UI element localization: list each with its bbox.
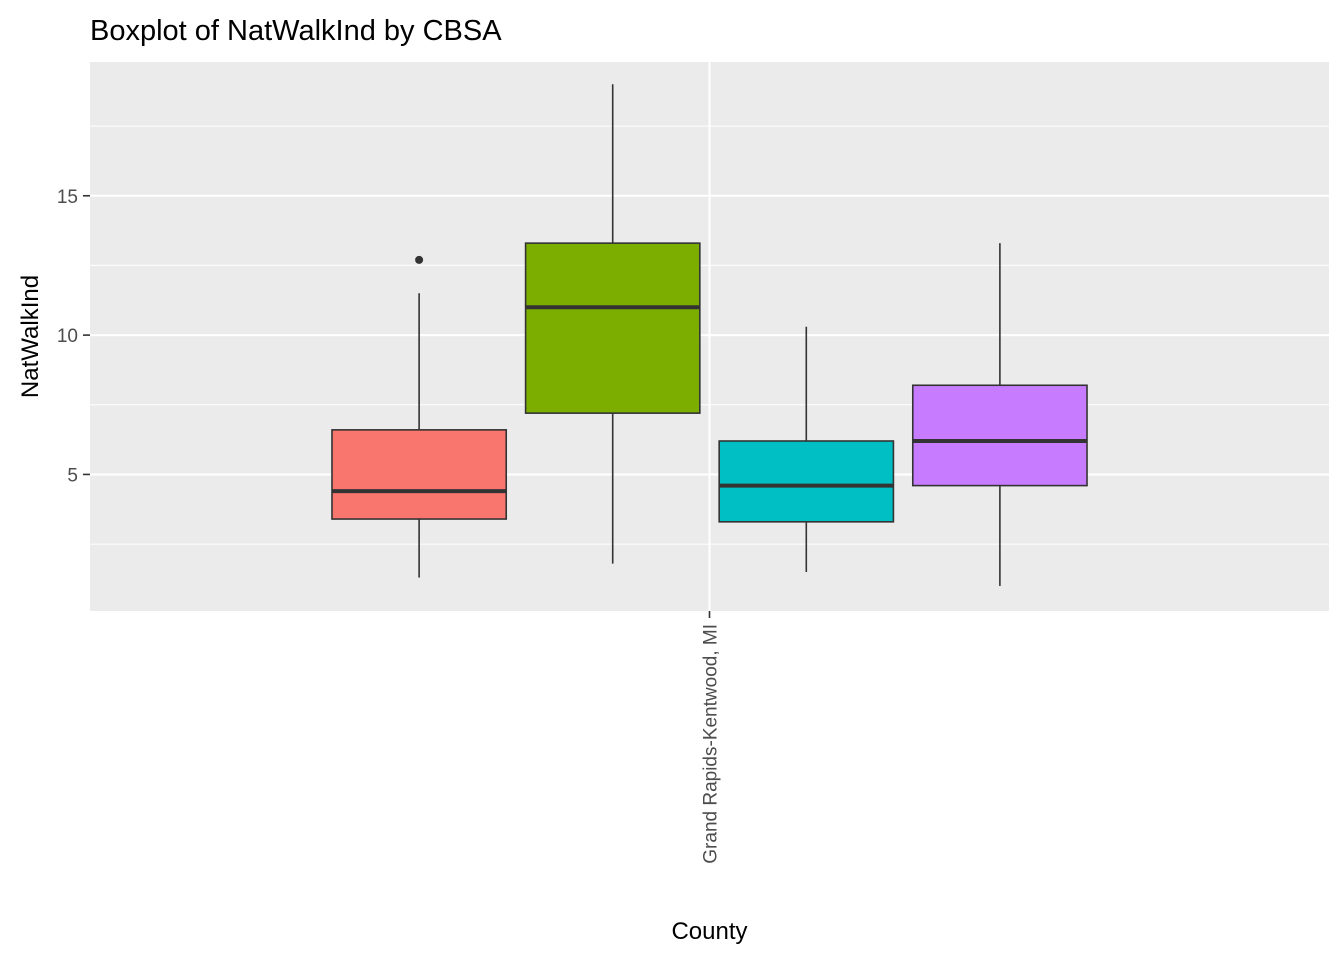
box-iqr bbox=[911, 384, 1088, 487]
box-4 bbox=[911, 243, 1088, 586]
y-axis-title: NatWalkInd bbox=[17, 275, 44, 398]
y-axis: 5 10 15 bbox=[57, 187, 90, 486]
x-tick-label: Grand Rapids-Kentwood, MI bbox=[701, 624, 722, 864]
box-iqr bbox=[524, 242, 701, 414]
box-iqr bbox=[718, 440, 895, 523]
chart-title: Boxplot of NatWalkInd by CBSA bbox=[90, 15, 502, 47]
y-tick-label: 10 bbox=[57, 326, 78, 347]
y-tick-label: 15 bbox=[57, 187, 78, 208]
x-axis: Grand Rapids-Kentwood, MI bbox=[701, 611, 722, 864]
box-iqr bbox=[331, 429, 508, 520]
box-3 bbox=[718, 326, 895, 572]
major-gridlines bbox=[90, 62, 1329, 611]
outlier-point bbox=[415, 255, 424, 264]
box-2 bbox=[524, 84, 701, 564]
y-tick-label: 5 bbox=[67, 465, 78, 486]
x-axis-title: County bbox=[671, 918, 747, 945]
box-1 bbox=[331, 255, 508, 578]
box-series bbox=[331, 84, 1088, 586]
